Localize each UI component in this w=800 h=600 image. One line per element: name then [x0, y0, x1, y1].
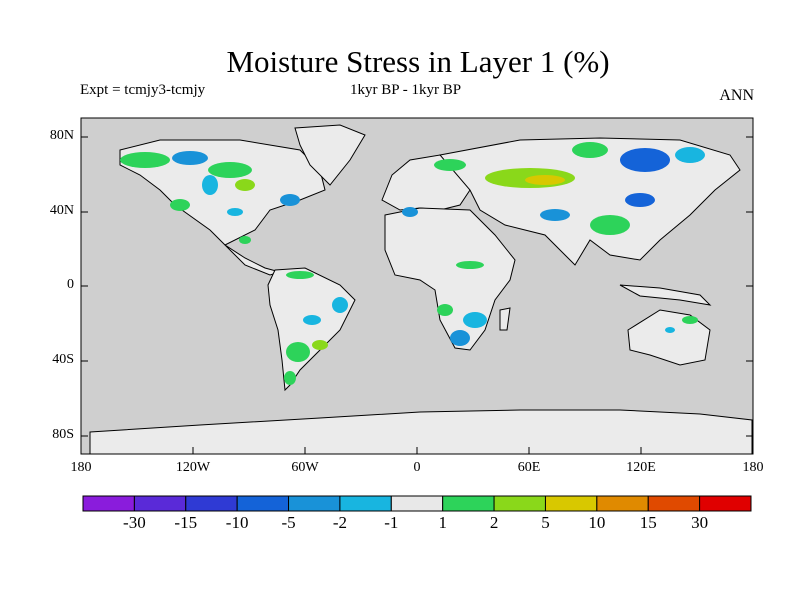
colorbar-label: 5: [541, 513, 550, 532]
period-label: 1kyr BP - 1kyr BP: [350, 82, 462, 98]
colorbar-label: -30: [123, 513, 146, 532]
field-patch: [540, 209, 570, 221]
north-america: [119, 139, 326, 246]
y-tick-0: 0: [67, 277, 74, 292]
y-tick-40s: 40S: [52, 352, 74, 367]
colorbar-label: -5: [281, 513, 296, 532]
colorbar-label: 10: [588, 513, 606, 532]
colorbar-label: 15: [639, 513, 657, 532]
x-tick-0: 0: [413, 460, 421, 475]
field-patch: [625, 193, 655, 207]
moisture-stress-fields: [120, 142, 705, 385]
field-patch: [572, 142, 608, 158]
field-patch: [332, 297, 348, 313]
colorbar-swatch: [647, 495, 701, 512]
field-patch: [456, 261, 484, 269]
x-tick-180e: 180: [742, 460, 764, 475]
colorbar-swatch: [442, 495, 495, 512]
field-patch: [170, 199, 190, 211]
tick-marks: [81, 136, 753, 454]
field-patch: [120, 152, 170, 168]
x-tick-60e: 60E: [517, 460, 541, 475]
field-patch: [312, 340, 328, 350]
colorbar-label: -2: [332, 513, 347, 532]
field-patch: [675, 147, 705, 163]
colorbar: [82, 495, 752, 512]
colorbar-label: -1: [384, 513, 399, 532]
landmasses: [89, 124, 753, 455]
colorbar-swatch: [236, 495, 290, 512]
colorbar-swatch: [185, 495, 238, 512]
indonesia: [619, 284, 712, 306]
field-patch: [463, 312, 487, 328]
colorbar-label: 2: [489, 513, 499, 532]
field-patch: [620, 148, 670, 172]
y-tick-80s: 80S: [52, 427, 74, 442]
greenland: [294, 124, 366, 186]
season-label: ANN: [719, 87, 754, 104]
field-patch: [284, 371, 296, 385]
madagascar: [499, 307, 511, 331]
field-patch: [286, 342, 310, 362]
field-patch: [208, 162, 252, 178]
colorbar-label: 30: [691, 513, 709, 532]
field-patch: [303, 315, 321, 325]
colorbar-swatch: [596, 495, 649, 512]
colorbar-swatch: [82, 495, 135, 512]
colorbar-swatch: [544, 495, 598, 512]
field-patch: [227, 208, 243, 216]
field-patch: [202, 175, 218, 195]
field-patch: [665, 327, 675, 333]
field-patch: [280, 194, 300, 206]
field-patch: [525, 175, 565, 185]
colorbar-label: -15: [174, 513, 198, 532]
field-patch: [437, 304, 453, 316]
colorbar-swatch: [699, 495, 752, 512]
colorbar-label: -10: [225, 513, 249, 532]
x-tick-120w: 120W: [175, 460, 211, 475]
x-tick-60w: 60W: [291, 460, 319, 475]
colorbar-swatch: [288, 495, 341, 512]
y-tick-80n: 80N: [49, 128, 74, 143]
colorbar-swatch: [339, 495, 392, 512]
field-patch: [286, 271, 314, 279]
map-title: Moisture Stress in Layer 1 (%): [226, 44, 610, 79]
y-tick-40n: 40N: [49, 203, 74, 218]
colorbar-swatch: [133, 495, 187, 512]
colorbar-swatch: [493, 495, 546, 512]
x-tick-120e: 120E: [626, 460, 656, 475]
field-patch: [434, 159, 466, 171]
field-patch: [402, 207, 418, 217]
field-patch: [239, 236, 251, 244]
field-patch: [682, 316, 698, 324]
field-patch: [450, 330, 470, 346]
field-patch: [590, 215, 630, 235]
colorbar-swatch: [390, 495, 444, 512]
experiment-label: Expt = tcmjy3-tcmjy: [80, 82, 206, 98]
x-tick-180w: 180: [70, 460, 92, 475]
field-patch: [235, 179, 255, 191]
colorbar-label: 1: [438, 513, 447, 532]
field-patch: [172, 151, 208, 165]
